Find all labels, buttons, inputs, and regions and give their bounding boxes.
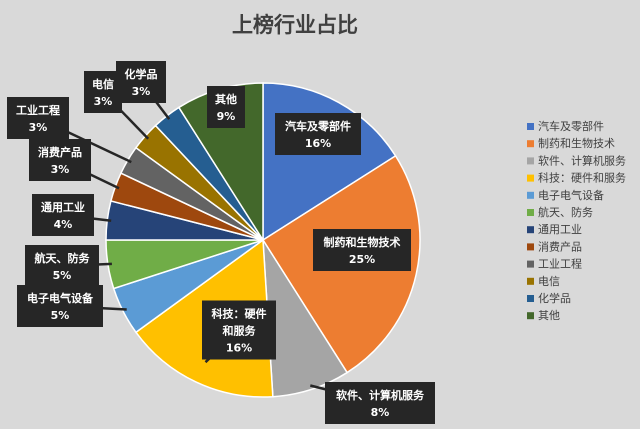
legend-swatch: [527, 191, 534, 199]
legend-item-7: 通用工业: [527, 223, 582, 236]
legend-swatch: [527, 123, 534, 130]
slice-11-label: 化学品 3%: [116, 61, 166, 103]
legend-swatch: [527, 174, 534, 182]
legend-swatch: [527, 209, 534, 216]
legend-item-11: 化学品: [527, 291, 571, 305]
legend-label: 其他: [538, 309, 560, 322]
chart-title: 上榜行业占比: [232, 13, 358, 37]
slice-10-name: 电信: [92, 77, 114, 91]
slice-3-name: 软件、计算机服务: [336, 388, 425, 402]
slice-5-percent: 5%: [51, 309, 70, 322]
legend-swatch: [527, 312, 534, 320]
slice-8-name: 消费产品: [38, 145, 82, 159]
slice-8-percent: 3%: [51, 163, 70, 176]
legend-label: 汽车及零部件: [538, 119, 604, 133]
data-labels: 汽车及零部件 16% 制药和生物技术 25% 软件、计算机服务 8% 科技：硬件和服务 16%…: [7, 61, 435, 424]
slice-7-percent: 4%: [54, 218, 73, 231]
legend-item-9: 工业工程: [527, 258, 582, 271]
slice-4-label-box: [202, 300, 276, 360]
legend-label: 科技：硬件和服务: [538, 171, 626, 185]
legend-label: 航天、防务: [538, 205, 593, 219]
slice-6-label: 航天、防务 5%: [25, 245, 99, 287]
slice-7-label: 通用工业 4%: [32, 194, 94, 236]
slice-4-name: 科技：硬件: [212, 307, 267, 321]
legend-swatch: [527, 157, 534, 165]
slice-8-label-box: [29, 139, 91, 181]
slice-6-percent: 5%: [53, 269, 72, 282]
legend: 汽车及零部件制药和生物技术软件、计算机服务科技：硬件和服务电子电气设备航天、防务…: [527, 119, 626, 322]
legend-item-6: 航天、防务: [527, 205, 593, 219]
legend-swatch: [527, 140, 534, 148]
slice-4-percent: 16%: [226, 342, 252, 355]
slice-11-percent: 3%: [132, 85, 151, 98]
legend-item-1: 汽车及零部件: [527, 119, 604, 133]
slice-3-label-box: [325, 382, 435, 424]
slice-12-percent: 9%: [217, 110, 236, 123]
legend-item-4: 科技：硬件和服务: [527, 171, 626, 185]
slice-6-name: 航天、防务: [35, 251, 91, 265]
slice-11-name: 化学品: [125, 67, 158, 81]
slice-1-percent: 16%: [305, 137, 331, 150]
legend-label: 工业工程: [538, 258, 582, 271]
legend-item-3: 软件、计算机服务: [527, 153, 626, 167]
slice-8-label: 消费产品 3%: [29, 139, 91, 181]
legend-item-12: 其他: [527, 309, 560, 322]
legend-item-8: 消费产品: [527, 239, 582, 253]
slice-4-name: 和服务: [223, 324, 257, 338]
legend-swatch: [527, 260, 534, 268]
legend-label: 电信: [538, 275, 560, 288]
slice-12-label-box: [207, 86, 245, 128]
slice-2-label-box: [313, 229, 411, 271]
legend-swatch: [527, 226, 534, 234]
slice-12-label: 其他 9%: [207, 86, 245, 128]
legend-swatch: [527, 277, 534, 285]
slice-2-name: 制药和生物技术: [324, 235, 401, 249]
slice-4-label: 科技：硬件和服务 16%: [202, 300, 276, 360]
slice-7-label-box: [32, 194, 94, 236]
legend-label: 化学品: [538, 291, 571, 305]
slice-9-label: 工业工程 3%: [7, 97, 69, 139]
legend-label: 消费产品: [538, 239, 582, 253]
legend-swatch: [527, 243, 534, 251]
slice-1-name: 汽车及零部件: [285, 119, 351, 133]
legend-label: 通用工业: [538, 223, 582, 236]
legend-item-2: 制药和生物技术: [527, 136, 615, 150]
slice-11-label-box: [116, 61, 166, 103]
slice-2-label: 制药和生物技术 25%: [313, 229, 411, 271]
slice-1-label: 汽车及零部件 16%: [275, 113, 361, 155]
slice-7-name: 通用工业: [41, 200, 85, 214]
slice-9-name: 工业工程: [16, 103, 60, 117]
slice-10-label: 电信 3%: [84, 71, 122, 113]
slice-9-label-box: [7, 97, 69, 139]
legend-label: 电子电气设备: [538, 188, 604, 202]
slice-10-percent: 3%: [94, 95, 113, 108]
legend-item-10: 电信: [527, 275, 560, 288]
slice-5-name: 电子电气设备: [27, 291, 94, 305]
slice-1-label-box: [275, 113, 361, 155]
legend-label: 制药和生物技术: [538, 136, 615, 150]
slice-6-label-box: [25, 245, 99, 287]
slice-3-label: 软件、计算机服务 8%: [325, 382, 435, 424]
legend-label: 软件、计算机服务: [538, 153, 626, 167]
legend-item-5: 电子电气设备: [527, 188, 604, 202]
slice-9-percent: 3%: [29, 121, 48, 134]
slice-12-name: 其他: [215, 92, 237, 106]
slice-2-percent: 25%: [349, 253, 375, 266]
legend-swatch: [527, 295, 534, 302]
slice-5-label: 电子电气设备 5%: [17, 285, 103, 327]
slice-3-percent: 8%: [371, 406, 390, 419]
slice-10-label-box: [84, 71, 122, 113]
slice-5-label-box: [17, 285, 103, 327]
